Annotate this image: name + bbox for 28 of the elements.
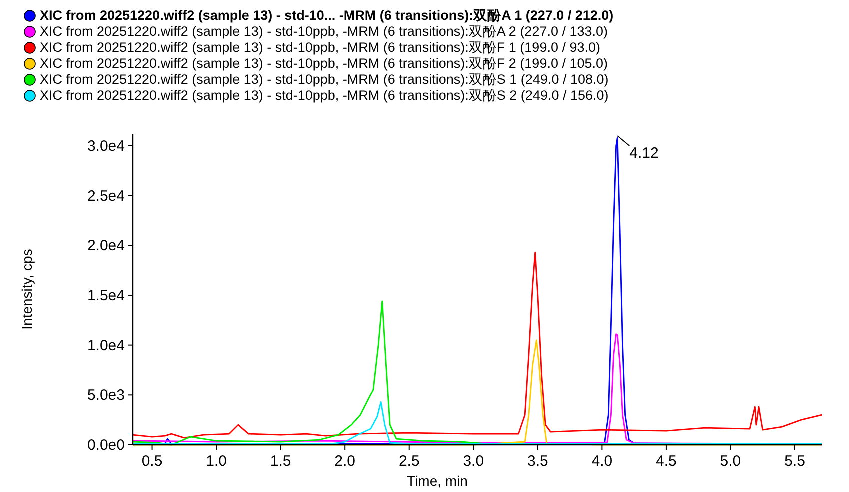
legend-label: XIC from 20251220.wiff2 (sample 13) - std-10ppb, -MRM (6 transitions):双酚A 2 (227.0 / 133.0): [40, 24, 608, 39]
annotation: 4.12: [630, 144, 659, 162]
legend-label: XIC from 20251220.wiff2 (sample 13) - std-10ppb, -MRM (6 transitions):双酚F 1 (199.0 / 93.0): [40, 40, 600, 55]
y-tick-label: 3.0e4: [87, 138, 125, 155]
y-tick-label: 5.0e3: [87, 387, 125, 404]
x-tick-label: 2.5: [398, 453, 420, 470]
x-tick-label: 3.5: [527, 453, 548, 470]
y-tick-label: 2.0e4: [87, 238, 125, 255]
x-tick-label: 0.5: [142, 453, 163, 470]
y-tick-label: 0.0e0: [87, 437, 125, 454]
legend-label: XIC from 20251220.wiff2 (sample 13) - std-10ppb, -MRM (6 transitions):双酚F 2 (199.0 / 105.0): [40, 56, 608, 71]
x-tick-label: 4.0: [592, 453, 613, 470]
legend-label: XIC from 20251220.wiff2 (sample 13) - std-10ppb, -MRM (6 transitions):双酚S 2 (249.0 / 156.0): [40, 88, 609, 103]
y-tick-label: 1.0e4: [87, 337, 125, 354]
x-tick-label: 1.5: [270, 453, 292, 470]
line-series: [133, 252, 822, 439]
legend-label: XIC from 20251220.wiff2 (sample 13) - std-10ppb, -MRM (6 transitions):双酚S 1 (249.0 / 108.0): [40, 72, 609, 87]
x-tick-label: 1.0: [206, 453, 227, 470]
x-tick-label: 5.5: [784, 453, 806, 470]
x-tick-label: 3.0: [463, 453, 484, 470]
x-tick-label: 2.0: [334, 453, 356, 470]
x-axis-title: Time, min: [407, 473, 468, 489]
y-axis-title: Intensity, cps: [19, 249, 35, 330]
x-tick-label: 4.5: [656, 453, 677, 470]
y-tick-label: 2.5e4: [87, 188, 125, 205]
x-tick-label: 5.0: [720, 453, 742, 470]
legend-label: XIC from 20251220.wiff2 (sample 13) - std-10... -MRM (6 transitions):双酚A 1 (227.0 / 212.0): [40, 8, 614, 23]
y-tick-label: 1.5e4: [87, 287, 125, 304]
